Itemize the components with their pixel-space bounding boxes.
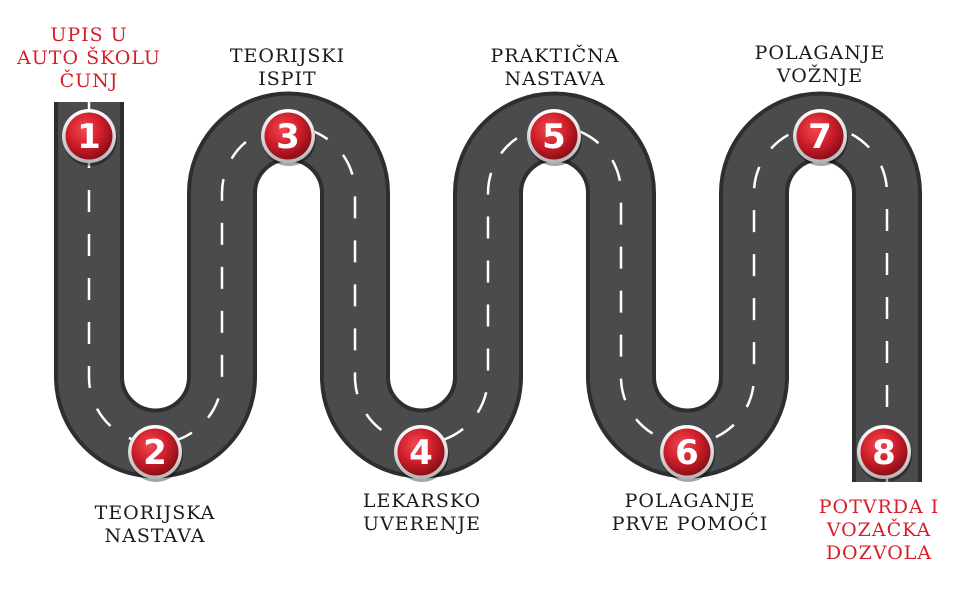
- step-3-number: 3: [276, 117, 300, 157]
- step-5-label: PRAKTIČNA NASTAVA: [490, 45, 620, 90]
- road-surface: [58, 95, 918, 482]
- step-8-badge: 8: [857, 425, 912, 482]
- step-3-label: TEORIJSKI ISPIT: [229, 45, 346, 90]
- step-8-number: 8: [872, 433, 896, 473]
- step-8-label: POTVRDA I VOZAČKA DOZVOLA: [818, 496, 940, 564]
- step-6-badge: 6: [660, 425, 715, 482]
- step-6-label: POLAGANJE PRVE POMOĆI: [611, 490, 769, 535]
- step-5-number: 5: [542, 117, 566, 157]
- step-6-number: 6: [675, 433, 699, 473]
- lane-dashes: [87, 102, 889, 482]
- step-1-label: UPIS U AUTO ŠKOLU ČUNJ: [17, 24, 161, 92]
- step-4-badge: 4: [394, 425, 449, 482]
- step-2-badge: 2: [128, 425, 183, 482]
- step-4-number: 4: [409, 433, 433, 473]
- step-7-badge: 7: [793, 109, 848, 166]
- step-5-badge: 5: [527, 109, 582, 166]
- step-2-label: TEORIJSKA NASTAVA: [94, 502, 216, 547]
- step-7-label: POLAGANJE VOŽNJE: [754, 42, 886, 87]
- step-4-label: LEKARSKO UVERENJE: [362, 490, 482, 535]
- step-7-number: 7: [808, 117, 832, 157]
- step-1-number: 1: [77, 117, 101, 157]
- step-1-badge: 1: [62, 109, 117, 166]
- step-3-badge: 3: [261, 109, 316, 166]
- step-2-number: 2: [143, 433, 167, 473]
